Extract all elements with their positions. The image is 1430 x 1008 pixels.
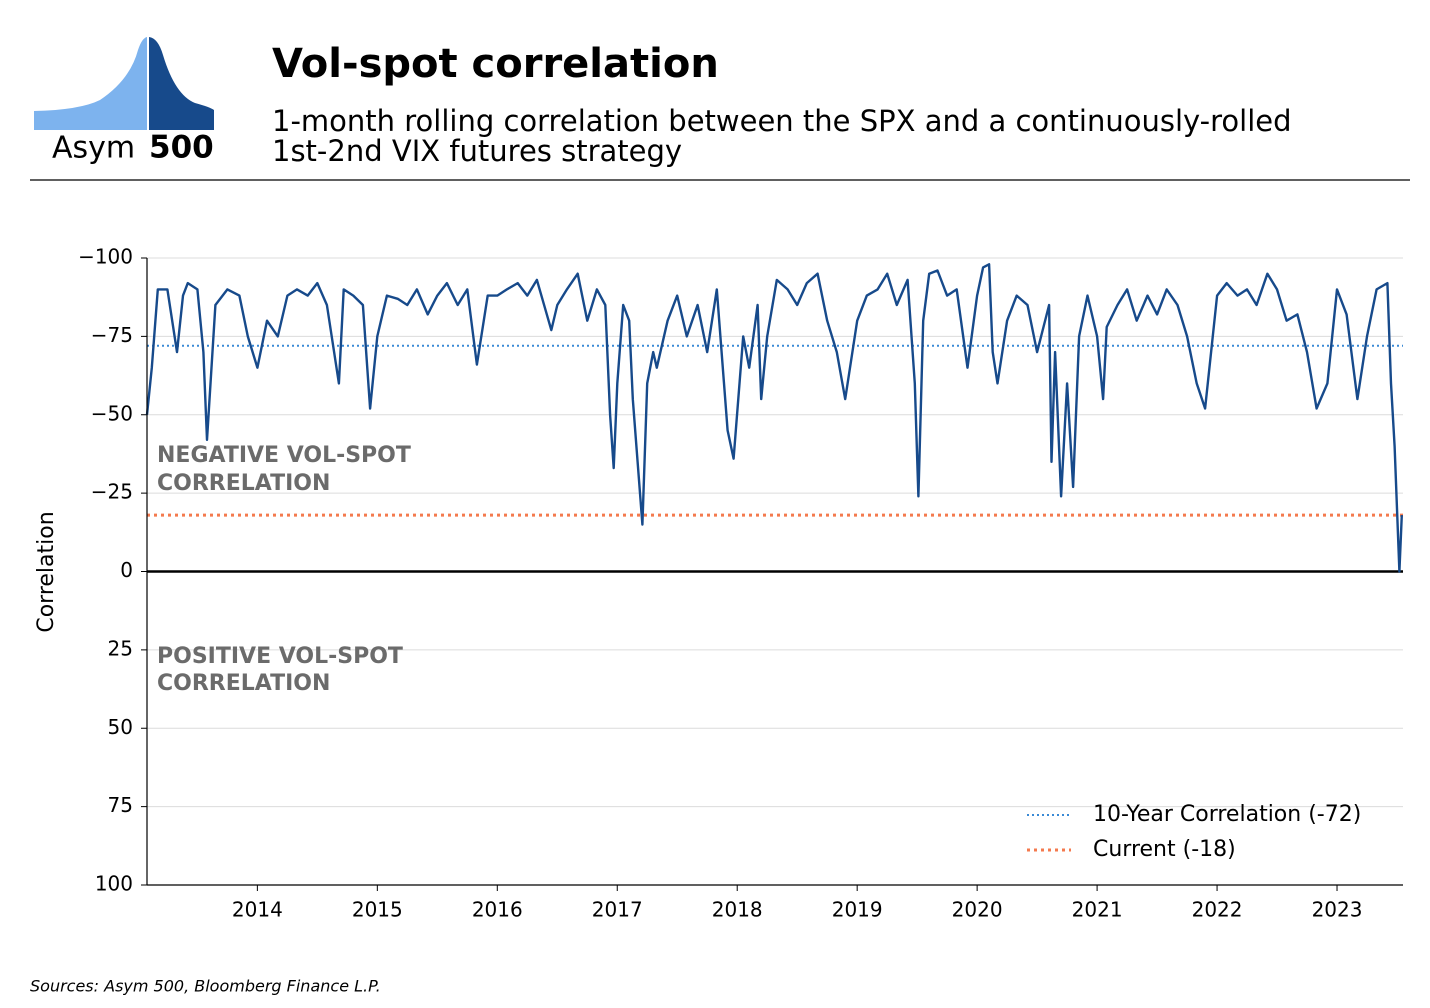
y-tick-label: −100: [78, 245, 133, 269]
y-tick-label: 0: [120, 558, 133, 582]
data-line: [145, 263, 1403, 573]
logo-number: 500: [149, 130, 214, 166]
x-tick-label: 2016: [472, 898, 523, 922]
chart-subtitle: 1st-2nd VIX futures strategy: [272, 134, 682, 168]
logo: Asym 500: [34, 37, 214, 166]
annotation: NEGATIVE VOL-SPOT: [157, 443, 411, 468]
x-tick-label: 2021: [1072, 898, 1123, 922]
legend-label: 10-Year Correlation (-72): [1093, 802, 1361, 827]
x-tick-label: 2018: [712, 898, 763, 922]
chart-title: Vol-spot correlation: [272, 41, 719, 87]
x-tick-label: 2017: [592, 898, 643, 922]
logo-word: Asym: [52, 131, 135, 166]
legend-label: Current (-18): [1093, 837, 1236, 862]
annotation: CORRELATION: [157, 471, 330, 496]
y-tick-label: 100: [95, 872, 133, 896]
annotation: CORRELATION: [157, 671, 330, 696]
x-tick-label: 2014: [232, 898, 283, 922]
y-tick-label: 25: [108, 636, 133, 660]
y-tick-label: −50: [91, 401, 133, 425]
x-tick-label: 2022: [1192, 898, 1243, 922]
y-tick-label: 50: [108, 715, 133, 739]
chart-subtitle: 1-month rolling correlation between the …: [272, 104, 1292, 138]
x-tick-label: 2015: [352, 898, 403, 922]
x-tick-label: 2020: [952, 898, 1003, 922]
y-axis-label: Correlation: [34, 511, 59, 632]
x-tick-label: 2023: [1312, 898, 1363, 922]
y-tick-label: 75: [108, 793, 133, 817]
annotation: POSITIVE VOL-SPOT: [157, 644, 403, 669]
y-tick-label: −75: [91, 323, 133, 347]
logo-left: [34, 37, 147, 130]
y-tick-label: −25: [91, 480, 133, 504]
source-note: Sources: Asym 500, Bloomberg Finance L.P…: [30, 977, 381, 996]
logo-right: [149, 37, 214, 130]
x-tick-label: 2019: [832, 898, 883, 922]
